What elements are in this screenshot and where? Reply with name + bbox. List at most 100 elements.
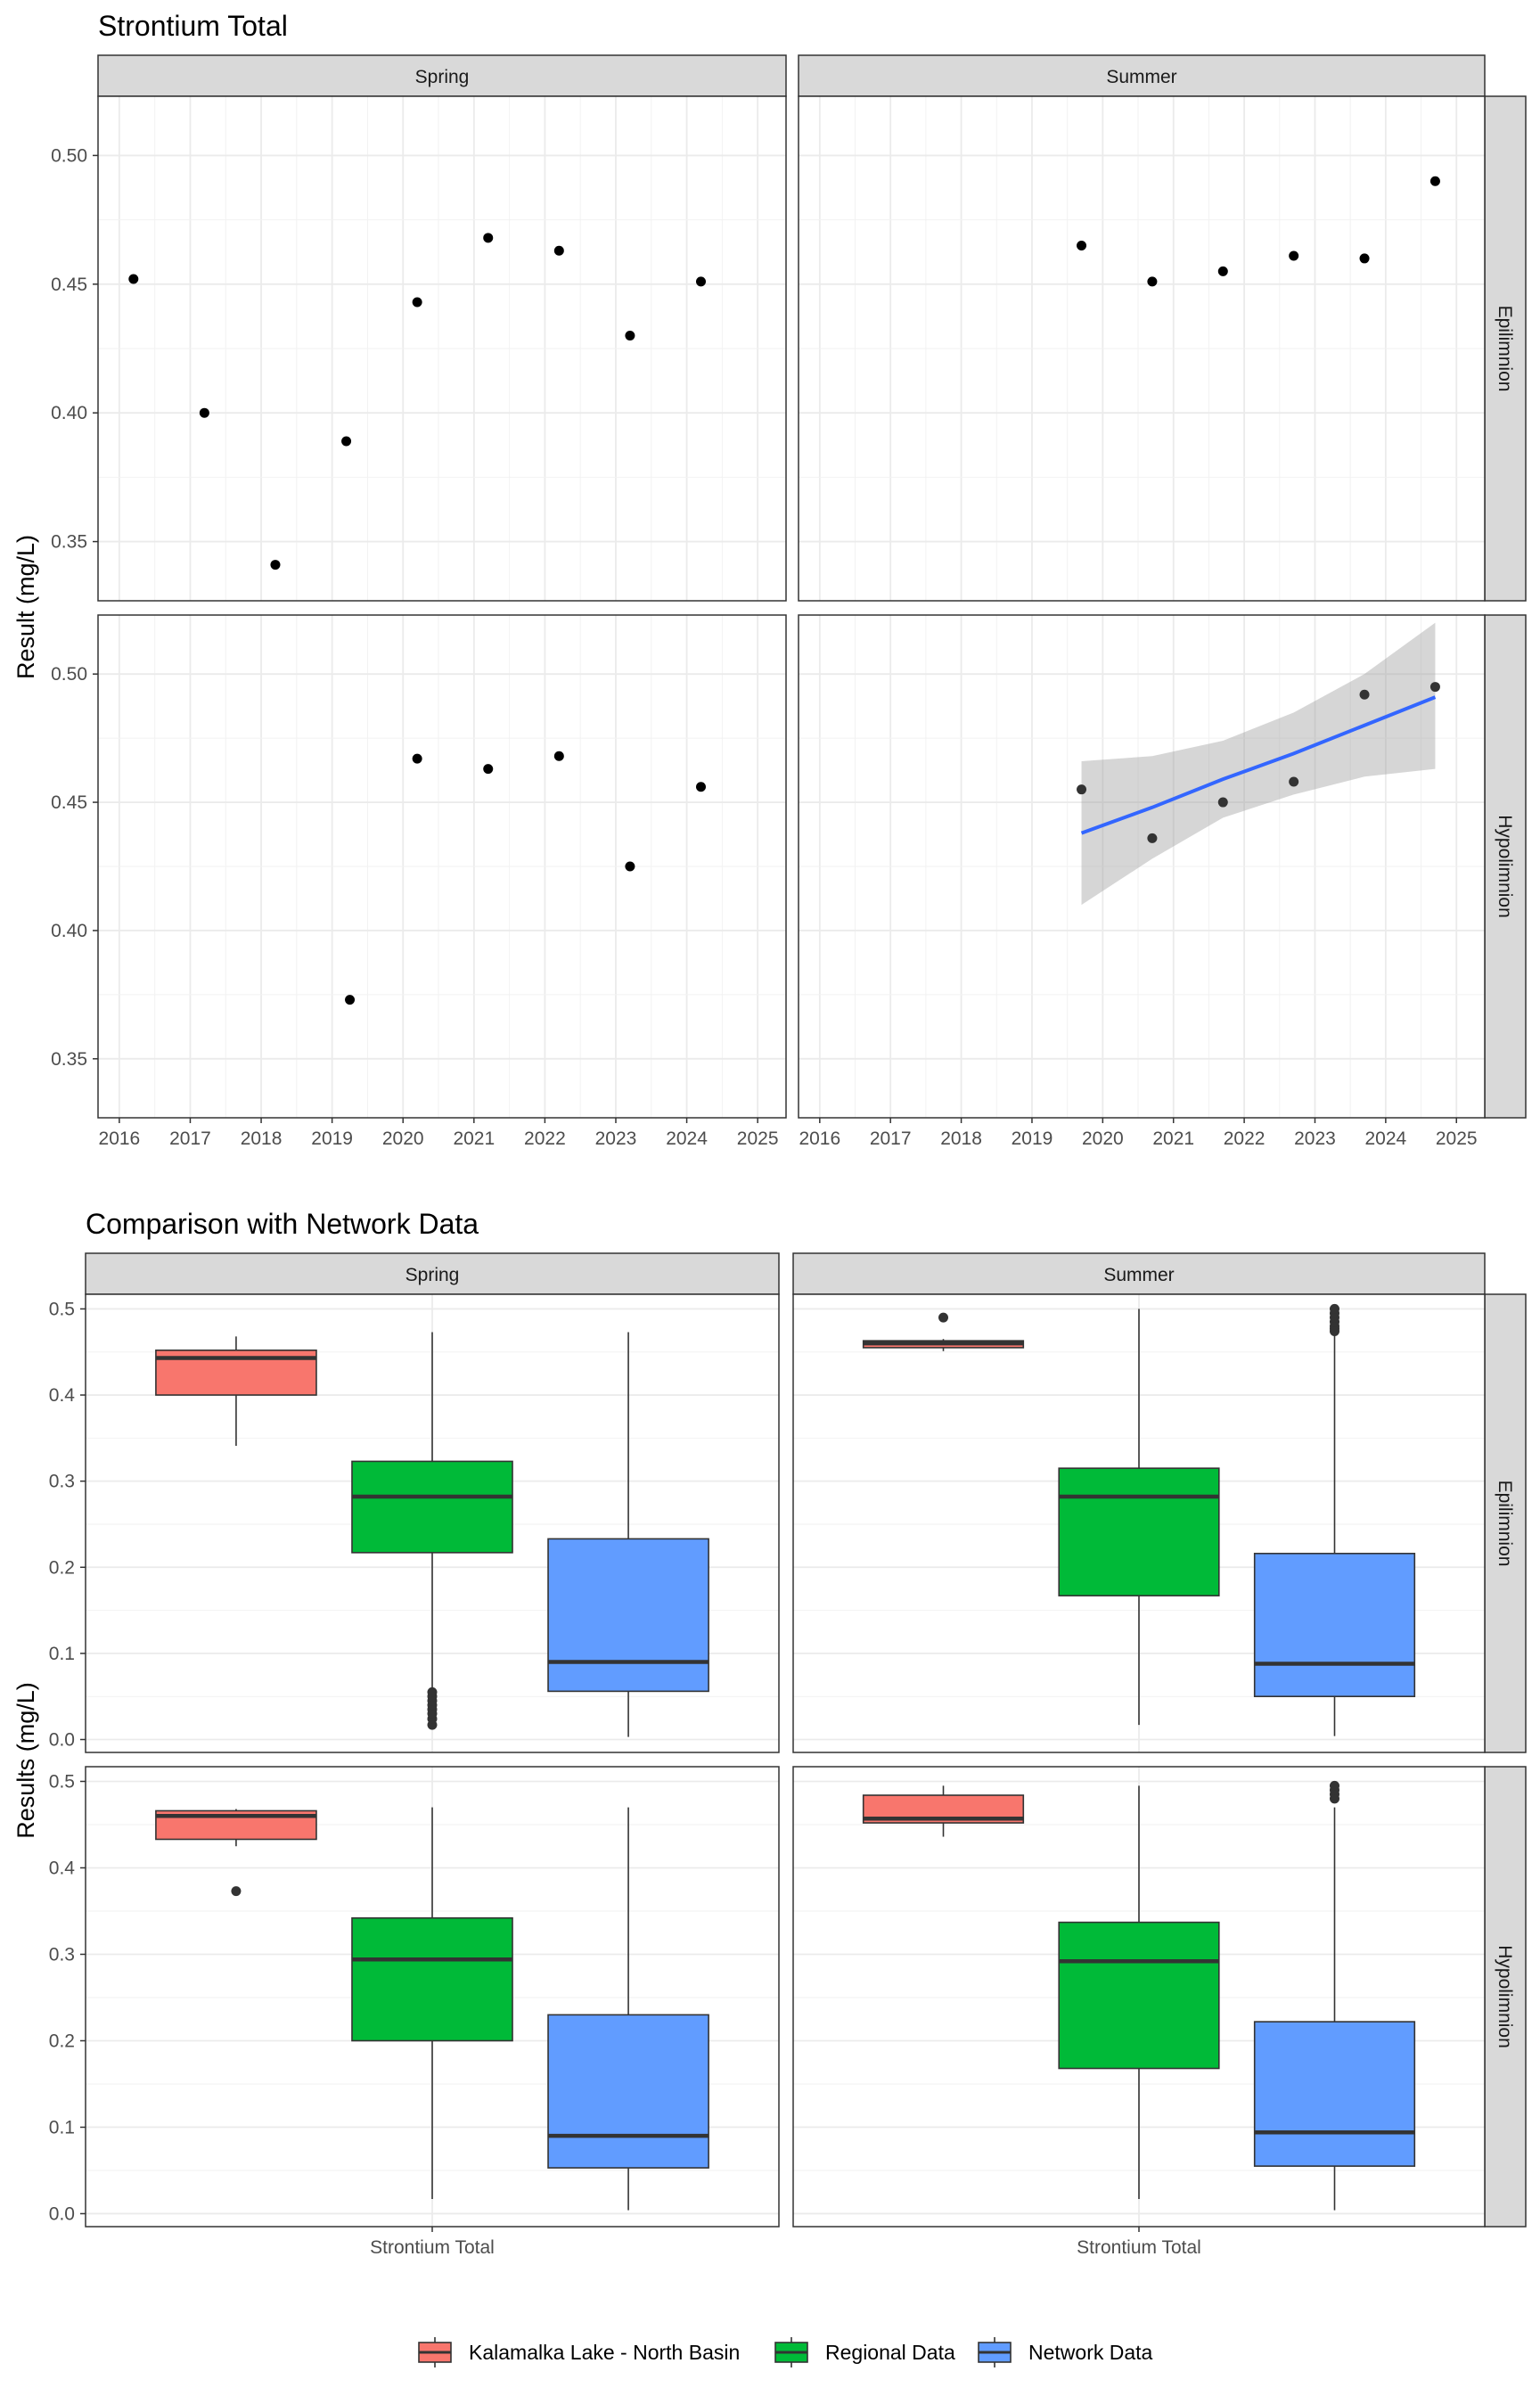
confidence-band <box>1081 622 1436 906</box>
x-tick-label: 2022 <box>524 1128 566 1149</box>
bottom-chart-plot-area: Results (mg/L) Spring Summer Epilimnion Hypo… <box>12 1252 1527 2258</box>
box-iqr <box>1058 1921 1220 2070</box>
data-point <box>1289 776 1299 787</box>
panel-border <box>97 614 787 1119</box>
panel-border <box>85 1293 780 1753</box>
gridlines <box>98 96 786 601</box>
data-point <box>1289 250 1299 261</box>
box-iqr <box>351 1916 513 2042</box>
y-tick-label: 0.2 <box>49 1557 75 1578</box>
x-tick-label: Strontium Total <box>1077 2237 1201 2258</box>
box-iqr <box>1253 1553 1416 1697</box>
box-regional-data <box>351 1332 513 1730</box>
y-tick-label: 0.45 <box>51 275 87 295</box>
data-point <box>1217 266 1228 276</box>
x-tick-label: 2025 <box>737 1128 779 1149</box>
box-network-data <box>1253 1780 1416 2211</box>
x-tick-label: 2023 <box>595 1128 637 1149</box>
facet-label-spring: Spring <box>415 67 470 87</box>
box-network-data <box>1253 1303 1416 1736</box>
box-regional-data <box>351 1807 513 2199</box>
facet-label-hypolimnion: Hypolimnion <box>1495 815 1515 918</box>
x-tick-label: 2022 <box>1224 1128 1266 1149</box>
y-tick-label: 0.0 <box>49 1730 75 1751</box>
facet-strip-epilimnion <box>1484 95 1527 602</box>
data-point <box>1077 784 1087 795</box>
y-tick-label: 0.3 <box>49 1472 75 1492</box>
facet-label-epilimnion: Epilimnion <box>1495 306 1515 392</box>
x-tick-label: 2017 <box>169 1128 211 1149</box>
panel-spring-epilimnion <box>85 1293 780 1753</box>
data-point <box>128 274 139 284</box>
data-point <box>553 751 564 761</box>
x-tick-label: 2020 <box>382 1128 424 1149</box>
facet-strip-spring <box>85 1252 780 1295</box>
panel-summer-epilimnion <box>798 95 1486 602</box>
box-regional-data <box>1058 1309 1220 1726</box>
y-tick-label: 0.50 <box>51 145 87 166</box>
data-point <box>1429 682 1440 693</box>
facet-label-summer: Summer <box>1106 67 1176 87</box>
y-tick-label: 0.45 <box>51 792 87 813</box>
panel-spring-hypolimnion <box>97 614 787 1119</box>
y-tick-label: 0.0 <box>49 2203 75 2224</box>
y-tick-label: 0.40 <box>51 921 87 941</box>
legend-label: Kalamalka Lake - North Basin <box>469 2341 740 2364</box>
box-iqr <box>547 1538 709 1693</box>
y-tick-label: 0.35 <box>51 1049 87 1070</box>
x-tick-label: 2025 <box>1436 1128 1478 1149</box>
x-tick-label: 2018 <box>940 1128 982 1149</box>
x-tick-label: Strontium Total <box>370 2237 495 2258</box>
box-iqr <box>351 1460 513 1554</box>
panel-border <box>792 1293 1486 1753</box>
legend-label: Network Data <box>1028 2341 1153 2364</box>
x-tick-label: 2016 <box>99 1128 141 1149</box>
data-point <box>1147 276 1158 287</box>
x-tick-label: 2023 <box>1294 1128 1336 1149</box>
data-point <box>199 407 209 418</box>
data-point <box>483 233 494 243</box>
y-tick-label: 0.1 <box>49 2117 75 2138</box>
data-point <box>270 560 281 570</box>
data-point <box>412 297 422 308</box>
x-tick-label: 2019 <box>311 1128 353 1149</box>
outlier-point <box>1329 1303 1339 1314</box>
y-tick-label: 0.5 <box>49 1771 75 1792</box>
box-kalamalka-lake-north-basin <box>862 1785 1025 1837</box>
top-chart-title: Strontium Total <box>98 10 288 42</box>
gridlines <box>799 96 1485 601</box>
x-tick-label: 2016 <box>799 1128 840 1149</box>
facet-strip-summer <box>798 54 1486 97</box>
y-tick-label: 0.4 <box>49 1858 76 1878</box>
x-tick-label: 2021 <box>1152 1128 1194 1149</box>
facet-label-summer: Summer <box>1103 1265 1174 1285</box>
y-tick-label: 0.5 <box>49 1299 75 1319</box>
y-tick-label: 0.40 <box>51 403 87 423</box>
data-point <box>412 753 422 764</box>
panel-summer-hypolimnion <box>792 1766 1486 2228</box>
data-point <box>483 764 494 775</box>
data-point <box>695 276 706 287</box>
legend-label: Regional Data <box>825 2341 955 2364</box>
panel-spring-epilimnion <box>97 95 787 602</box>
gridlines <box>98 615 786 1118</box>
y-tick-label: 0.3 <box>49 1944 75 1965</box>
x-tick-label: 2017 <box>870 1128 912 1149</box>
box-iqr <box>1253 2021 1416 2167</box>
y-tick-label: 0.50 <box>51 664 87 685</box>
data-point <box>1077 240 1087 250</box>
box-iqr <box>1058 1467 1220 1596</box>
x-tick-label: 2019 <box>1012 1128 1053 1149</box>
trend-line <box>1080 695 1437 835</box>
box-iqr <box>547 2014 709 2169</box>
outlier-point <box>1329 1780 1339 1791</box>
panel-border <box>798 95 1486 602</box>
data-point <box>695 782 706 792</box>
legend-item-network-data: Network Data <box>978 2337 1153 2367</box>
top-chart-plot-area: Result (mg/L) Spring Summer Epilimnion Hypol… <box>12 54 1527 1149</box>
facet-strip-spring <box>97 54 787 97</box>
panel-border <box>97 95 787 602</box>
x-tick-label: 2024 <box>1365 1128 1407 1149</box>
data-point <box>345 995 356 1005</box>
box-network-data <box>547 1332 709 1737</box>
